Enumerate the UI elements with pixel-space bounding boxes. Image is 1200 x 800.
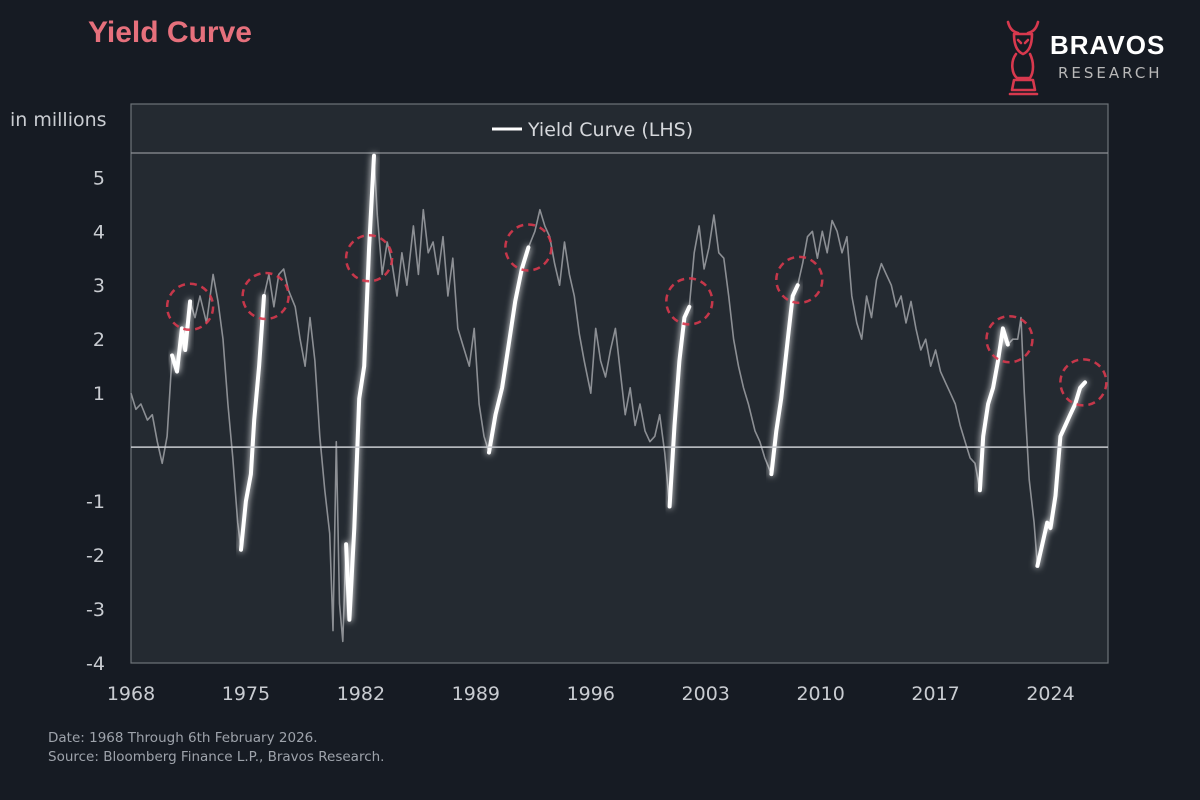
highlight-marker-circle — [775, 255, 824, 305]
y-tick-label: -4 — [86, 653, 105, 675]
legend-label: Yield Curve (LHS) — [527, 119, 693, 141]
footer-date-note: Date: 1968 Through 6th February 2026. — [48, 730, 318, 746]
legend: Yield Curve (LHS) — [492, 119, 693, 141]
brand-name: BRAVOS — [1050, 30, 1166, 60]
plot-area — [130, 103, 1109, 664]
y-tick-label: 1 — [93, 383, 105, 405]
bull-knight-logo-icon — [1006, 20, 1040, 96]
x-tick-labels: 1968 1975 1982 1989 1996 2003 2010 2017 2024 — [107, 683, 1075, 705]
series-line-dim — [130, 154, 1086, 643]
x-tick-label: 2010 — [796, 683, 844, 705]
series-line-highlight — [769, 283, 800, 477]
x-tick-label: 1996 — [567, 683, 615, 705]
highlight-marker-circle — [165, 282, 215, 332]
y-axis-label: in millions — [10, 109, 107, 131]
y-tick-label: 4 — [93, 221, 105, 243]
x-tick-label: 1989 — [452, 683, 500, 705]
series-line-highlight — [170, 299, 193, 374]
x-tick-label: 2024 — [1026, 683, 1074, 705]
x-tick-label: 1975 — [222, 683, 270, 705]
footer-notes: Date: 1968 Through 6th February 2026. So… — [48, 729, 384, 767]
highlight-marker-circle — [344, 233, 394, 283]
highlight-marker-circle — [1059, 358, 1108, 407]
y-tick-label: 5 — [93, 167, 105, 189]
highlight-markers — [165, 223, 1108, 407]
highlight-marker-circle — [985, 314, 1034, 364]
y-tick-label: 2 — [93, 329, 105, 351]
x-tick-label: 1968 — [107, 683, 155, 705]
brand-subtitle: RESEARCH — [1058, 64, 1163, 82]
y-tick-labels: 5 4 3 2 1 -1 -2 -3 -4 — [86, 167, 105, 675]
series-line-highlight — [1035, 380, 1087, 568]
page-title: Yield Curve — [88, 16, 252, 49]
x-tick-label: 2017 — [911, 683, 959, 705]
y-tick-label: -2 — [86, 545, 105, 567]
x-tick-label: 1982 — [337, 683, 385, 705]
y-tick-label: -3 — [86, 599, 105, 621]
y-tick-label: -1 — [86, 491, 105, 513]
y-tick-label: 3 — [93, 275, 105, 297]
footer-source-note: Source: Bloomberg Finance L.P., Bravos R… — [48, 749, 385, 765]
brand-logo: BRAVOS RESEARCH — [996, 16, 1196, 100]
series-line-highlight — [977, 326, 1010, 493]
highlight-marker-circle — [665, 277, 714, 326]
highlight-marker-circle — [241, 271, 290, 321]
x-tick-label: 2003 — [682, 683, 730, 705]
series-line-highlight — [344, 153, 376, 622]
series-line-highlight — [667, 304, 692, 509]
